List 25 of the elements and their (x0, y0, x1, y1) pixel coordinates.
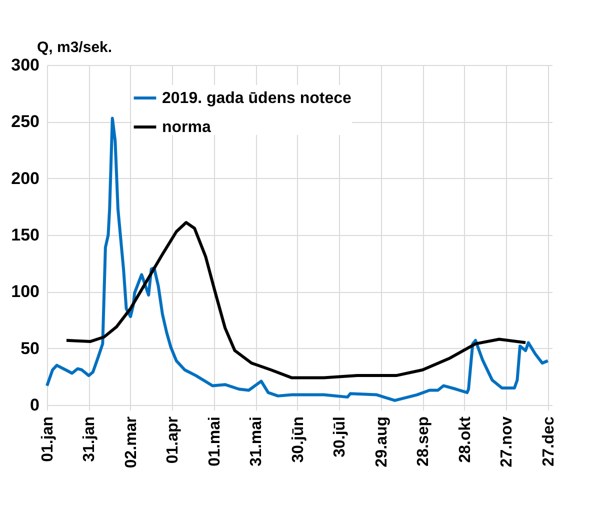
x-tick-label: 29.aug (373, 416, 390, 468)
x-tick-label: 28.okt (456, 416, 474, 463)
x-tick-label: 27.dec (540, 416, 558, 466)
x-tick-label: 31.mai (248, 416, 266, 466)
y-axis-title: Q, m3/sek. (37, 39, 112, 56)
y-tick-label: 100 (11, 282, 40, 302)
x-tick-label: 28.sep (415, 416, 432, 466)
y-tick-label: 150 (11, 226, 40, 244)
x-tick-label: 01.apr (164, 416, 182, 464)
y-tick-label: 250 (11, 112, 40, 132)
x-tick-label: 01.mai (206, 416, 224, 466)
y-tick-label: 0 (30, 396, 40, 414)
x-tick-label: 30.jūl (332, 416, 349, 458)
x-tick-label: 30.jūn (290, 416, 307, 463)
x-tick-label: 01.jan (40, 416, 56, 462)
y-tick-label: 200 (11, 168, 40, 188)
x-tick-label: 27.nov (498, 416, 516, 468)
legend-label: norma (162, 119, 211, 136)
legend-label: 2019. gada ūdens notece (162, 90, 352, 107)
y-tick-label: 300 (11, 56, 40, 74)
x-tick-label: 02.mar (122, 416, 140, 468)
line-series (46, 116, 550, 402)
x-tick-label: 31.jan (81, 416, 98, 462)
line-series (64, 221, 528, 380)
y-tick-label: 50 (20, 338, 40, 358)
